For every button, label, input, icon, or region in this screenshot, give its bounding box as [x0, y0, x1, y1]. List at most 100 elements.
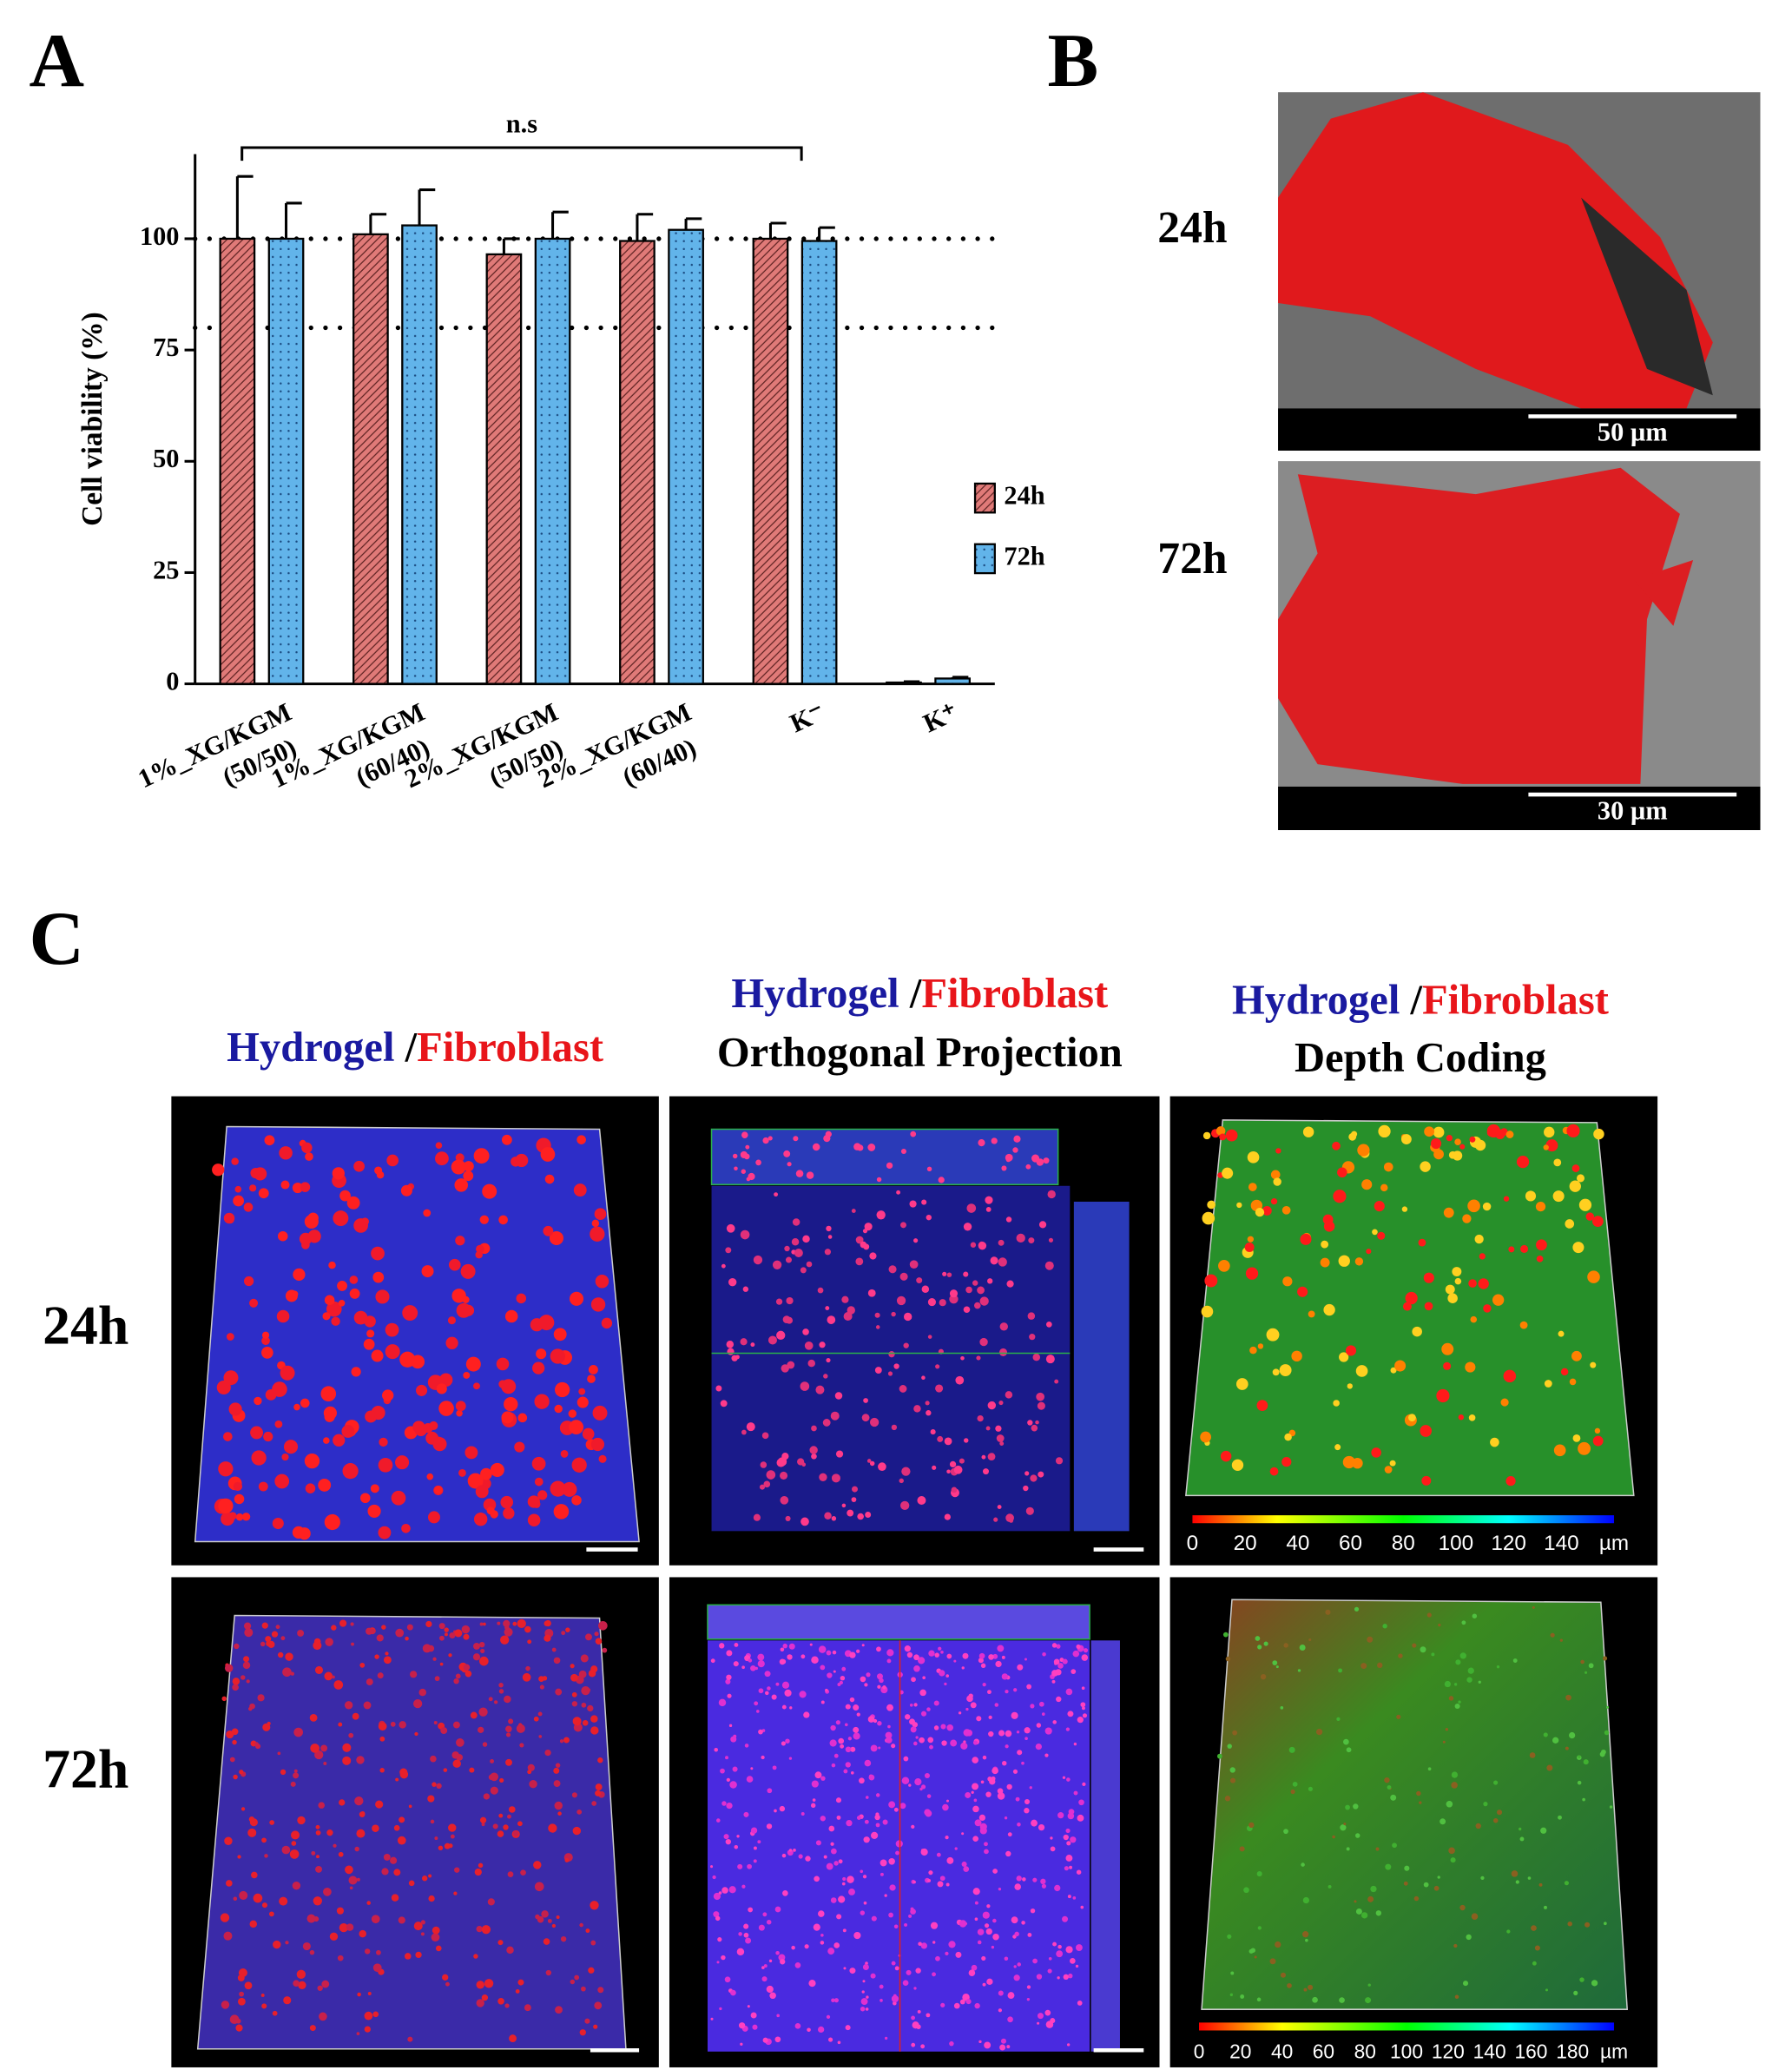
- cell: [919, 1689, 926, 1697]
- cell: [860, 1869, 864, 1874]
- cell: [318, 1802, 326, 1809]
- cell: [1014, 1883, 1022, 1890]
- cell: [915, 1968, 921, 1974]
- cell: [492, 1823, 498, 1829]
- cell-overlay: [1278, 467, 1680, 784]
- cell: [300, 1182, 311, 1192]
- cell: [987, 1777, 992, 1782]
- cell: [998, 1990, 1004, 1996]
- cell: [1347, 1383, 1353, 1389]
- cell: [987, 1690, 992, 1695]
- cell: [822, 1419, 831, 1427]
- cell: [516, 1293, 527, 1304]
- cell: [1374, 1201, 1385, 1212]
- cell: [371, 1349, 384, 1362]
- cell: [913, 1405, 921, 1413]
- cell: [866, 1995, 869, 1999]
- cell: [348, 1876, 358, 1885]
- cell: [958, 1711, 962, 1715]
- cell: [533, 1861, 542, 1869]
- cell: [856, 1816, 861, 1820]
- cell: [935, 1384, 944, 1393]
- bar: [752, 237, 789, 685]
- cell: [473, 1148, 490, 1164]
- bar: [619, 240, 656, 685]
- cell: [1472, 1613, 1478, 1618]
- cell: [913, 1238, 919, 1243]
- cell: [1375, 1910, 1382, 1916]
- cell: [1248, 1183, 1257, 1191]
- cell: [871, 1915, 877, 1922]
- y-tick-label: 0: [166, 667, 179, 696]
- cell: [888, 1912, 893, 1918]
- cell: [974, 1819, 982, 1827]
- cell: [434, 1676, 440, 1682]
- cell: [1400, 1134, 1412, 1144]
- cell: [475, 1250, 483, 1259]
- cell: [799, 1691, 807, 1698]
- cell: [1357, 1144, 1370, 1157]
- cell: [504, 1627, 513, 1637]
- cell: [728, 1886, 736, 1894]
- volume: [194, 1125, 640, 1543]
- cell: [1024, 1471, 1030, 1476]
- cell: [838, 1859, 843, 1864]
- cell: [594, 1632, 599, 1637]
- cell: [1054, 1662, 1057, 1665]
- cell: [744, 1744, 749, 1748]
- cell: [571, 1792, 577, 1798]
- cell: [1320, 1257, 1330, 1268]
- cell: [498, 1683, 504, 1688]
- cell: [864, 1759, 872, 1767]
- cell: [835, 1450, 844, 1458]
- cell: [726, 1650, 733, 1657]
- cell: [473, 1382, 480, 1390]
- cell: [1448, 1150, 1457, 1159]
- cell: [946, 1653, 952, 1659]
- cell: [826, 1862, 833, 1870]
- cell: [860, 1910, 866, 1915]
- cell: [997, 1505, 1002, 1509]
- cell: [519, 1743, 524, 1748]
- cell: [450, 1834, 455, 1839]
- cell: [1437, 1876, 1440, 1879]
- cell: [585, 1633, 592, 1641]
- cell: [353, 1310, 368, 1325]
- cell: [1070, 1958, 1076, 1964]
- cell: [867, 1289, 876, 1297]
- cell: [1036, 1723, 1042, 1728]
- cell: [243, 1656, 250, 1663]
- cell: [427, 1645, 435, 1652]
- cell: [436, 1383, 447, 1394]
- cell: [414, 1731, 418, 1737]
- cell: [1534, 1945, 1540, 1951]
- cell: [1038, 1221, 1047, 1229]
- cell: [364, 2011, 373, 2021]
- cell: [1366, 1249, 1372, 1255]
- cell: [490, 1786, 498, 1795]
- cell: [592, 1405, 608, 1421]
- cell: [344, 1701, 353, 1710]
- cell: [869, 1252, 877, 1260]
- cell: [1256, 1400, 1268, 1411]
- cell: [762, 1137, 769, 1144]
- cell: [715, 1385, 722, 1392]
- cell: [342, 1756, 352, 1765]
- bar: [886, 681, 922, 685]
- cell: [480, 1648, 485, 1654]
- colorbar-label: 0: [1187, 1532, 1199, 1555]
- cell: [831, 1763, 836, 1768]
- cell: [238, 1997, 246, 2006]
- cell: [1552, 1737, 1559, 1744]
- cell: [725, 1678, 731, 1684]
- cell: [833, 1861, 839, 1866]
- cell: [979, 1296, 989, 1306]
- cell: [315, 1829, 321, 1836]
- cell: [732, 1766, 738, 1772]
- cell: [1077, 2001, 1083, 2006]
- cell: [920, 1942, 927, 1949]
- cell: [349, 1276, 359, 1284]
- cell: [965, 1791, 972, 1798]
- cell: [813, 1923, 820, 1931]
- cell: [864, 1819, 869, 1824]
